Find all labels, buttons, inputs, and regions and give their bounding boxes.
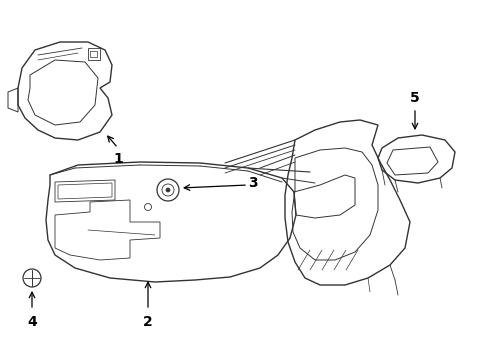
Text: 4: 4 [27, 315, 37, 329]
Circle shape [166, 188, 170, 192]
Text: 2: 2 [143, 315, 153, 329]
Text: 3: 3 [248, 176, 258, 190]
Text: 1: 1 [113, 152, 123, 166]
Text: 5: 5 [410, 91, 420, 105]
